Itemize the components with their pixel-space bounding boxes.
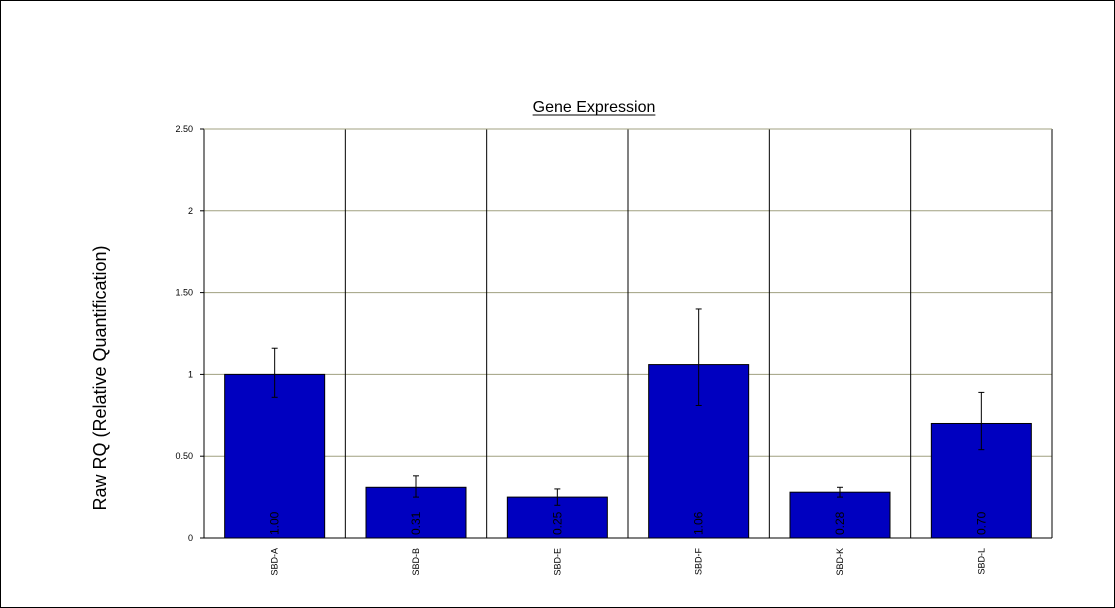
error-bars xyxy=(271,308,985,506)
y-tick-label: 1 xyxy=(188,369,193,379)
bar-sbd-a xyxy=(224,373,326,539)
y-tick-labels: 0 0.50 1 1.50 2 2.50 xyxy=(175,124,193,543)
y-axis-label: Raw RQ (Relative Quantification) xyxy=(90,245,110,510)
y-tick-label: 0 xyxy=(188,533,193,543)
value-labels: 1.00 0.31 0.25 1.06 0.28 0.70 xyxy=(268,511,989,535)
x-tick-labels: SBD-A SBD-B SBD-E SBD-F SBD-K SBD-L xyxy=(270,547,987,575)
x-tick-label: SBD-E xyxy=(552,548,562,576)
value-label: 0.28 xyxy=(833,511,847,535)
x-tick-label: SBD-B xyxy=(411,548,421,576)
y-tick-label: 2 xyxy=(188,206,193,216)
x-tick-label: SBD-F xyxy=(694,547,704,575)
value-label: 0.31 xyxy=(409,511,423,535)
chart-title: Gene Expression xyxy=(533,99,656,116)
value-label: 0.70 xyxy=(974,511,988,535)
x-tick-label: SBD-K xyxy=(835,548,845,576)
value-label: 1.00 xyxy=(268,511,282,535)
y-tick-label: 0.50 xyxy=(175,451,193,461)
axes xyxy=(200,128,1053,539)
y-tick-label: 1.50 xyxy=(175,288,193,298)
y-tick-label: 2.50 xyxy=(175,124,193,134)
value-label: 1.06 xyxy=(692,511,706,535)
value-label: 0.25 xyxy=(550,511,564,535)
x-tick-label: SBD-L xyxy=(976,548,986,575)
bar-sbd-k xyxy=(789,491,891,539)
category-separators xyxy=(344,129,912,538)
x-tick-label: SBD-A xyxy=(270,548,280,576)
